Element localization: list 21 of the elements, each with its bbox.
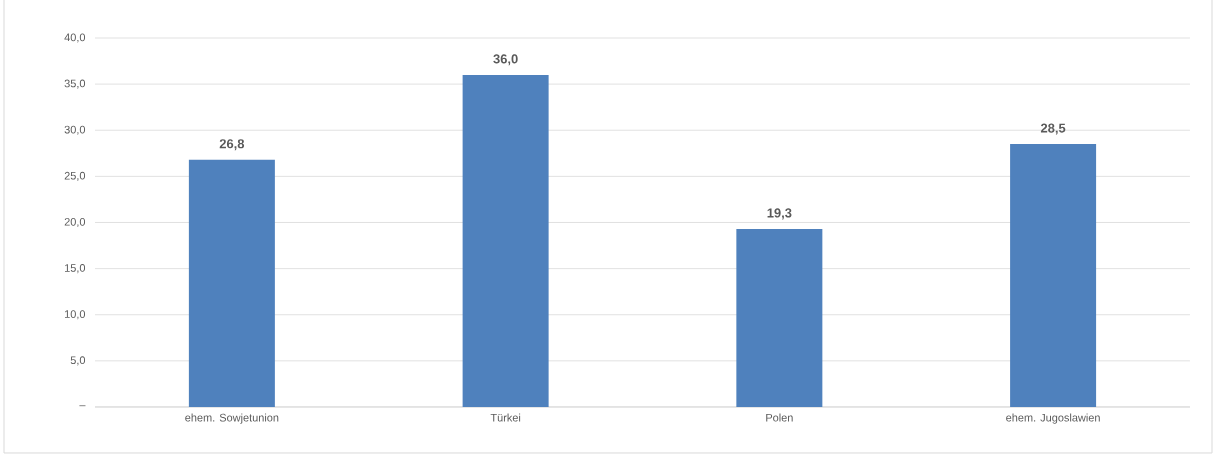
data-label: 26,8 bbox=[219, 139, 245, 151]
bar bbox=[736, 228, 823, 407]
y-tick-label: – bbox=[79, 405, 86, 407]
bar bbox=[188, 159, 275, 407]
y-tick-label: 30,0 bbox=[64, 125, 86, 135]
y-tick-label: 5,0 bbox=[70, 356, 86, 366]
y-tick-label: 25,0 bbox=[64, 171, 86, 181]
x-tick-label: ehem. Sowjetunion bbox=[185, 413, 279, 424]
y-tick-label: 20,0 bbox=[64, 217, 86, 228]
y-tick-label: 40,0 bbox=[64, 33, 86, 43]
y-tick-label: 35,0 bbox=[64, 79, 86, 89]
bar bbox=[1010, 144, 1097, 407]
x-tick-label: ehem. Jugoslawien bbox=[1006, 413, 1100, 424]
y-tick-label: 10,0 bbox=[64, 310, 86, 320]
x-tick-label: Türkei bbox=[490, 413, 521, 422]
bar bbox=[462, 74, 549, 407]
data-label: 28,5 bbox=[1040, 123, 1066, 135]
data-label: 19,3 bbox=[767, 208, 792, 220]
x-tick-label: Polen bbox=[766, 413, 793, 422]
data-label: 36,0 bbox=[493, 54, 518, 66]
y-tick-label: 15,0 bbox=[64, 264, 86, 274]
